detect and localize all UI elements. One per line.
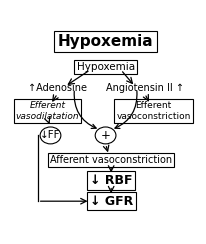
FancyArrowPatch shape (115, 91, 137, 128)
Text: Hypoxemia: Hypoxemia (58, 34, 153, 49)
Text: Efferent
vasoconstriction: Efferent vasoconstriction (116, 101, 191, 121)
Text: ↓ RBF: ↓ RBF (90, 174, 132, 187)
Ellipse shape (40, 127, 61, 144)
Text: ↓ GFR: ↓ GFR (90, 195, 133, 208)
FancyArrowPatch shape (74, 91, 96, 128)
Text: Angiotensin II ↑: Angiotensin II ↑ (106, 83, 184, 93)
Text: ↑Adenosine: ↑Adenosine (28, 83, 87, 93)
Text: ↓FF: ↓FF (40, 131, 61, 141)
Text: Efferent
vasodilatation: Efferent vasodilatation (15, 101, 79, 121)
Text: Hypoxemia: Hypoxemia (76, 62, 135, 72)
Text: Afferent vasoconstriction: Afferent vasoconstriction (50, 155, 172, 165)
Ellipse shape (95, 127, 116, 144)
Text: +: + (101, 129, 110, 142)
